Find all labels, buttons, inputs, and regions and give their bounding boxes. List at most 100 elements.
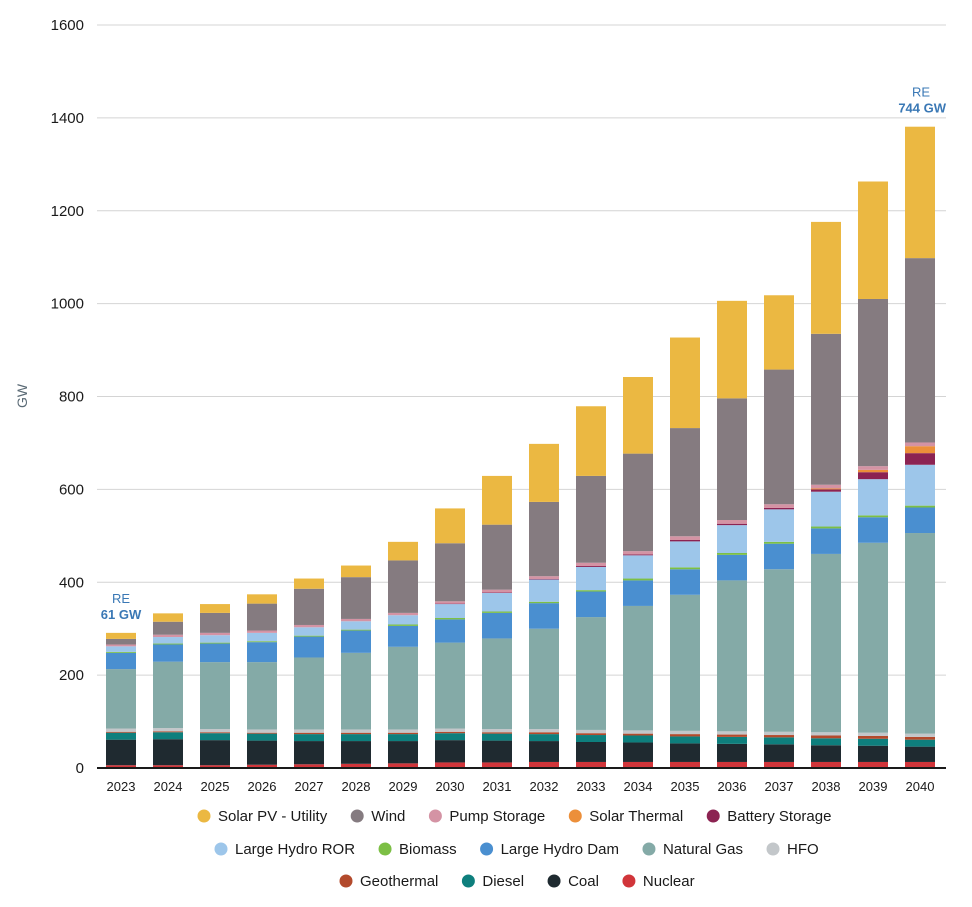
bar-battery-storage-2033 xyxy=(576,566,606,567)
y-tick-label: 1200 xyxy=(51,203,84,220)
legend-marker xyxy=(198,810,211,823)
legend-item-natural-gas: Natural Gas xyxy=(642,841,743,858)
bar-natural-gas-2028 xyxy=(341,653,371,730)
bar-natural-gas-2031 xyxy=(482,638,512,729)
bar-solar-pv-utility-2039 xyxy=(858,181,888,298)
bar-hfo-2030 xyxy=(435,729,465,732)
legend-item-solar-thermal: Solar Thermal xyxy=(569,808,683,825)
legend-label: Nuclear xyxy=(643,873,695,890)
x-tick-label: 2038 xyxy=(812,779,841,794)
bar-pump-storage-2039 xyxy=(858,466,888,470)
bar-biomass-2033 xyxy=(576,590,606,591)
bar-pump-storage-2024 xyxy=(153,635,183,637)
bar-pump-storage-2028 xyxy=(341,619,371,621)
bar-coal-2029 xyxy=(388,741,418,763)
x-tick-label: 2033 xyxy=(577,779,606,794)
legend-label: Biomass xyxy=(399,841,457,858)
legend-label: Large Hydro ROR xyxy=(235,841,355,858)
y-tick-label: 0 xyxy=(76,760,84,777)
legend-marker xyxy=(462,875,475,888)
annotation-value: 744 GW xyxy=(898,101,946,116)
bar-biomass-2027 xyxy=(294,636,324,637)
y-tick-label: 1600 xyxy=(51,17,84,34)
bar-geothermal-2026 xyxy=(247,733,277,734)
x-tick-label: 2028 xyxy=(342,779,371,794)
bar-pump-storage-2035 xyxy=(670,536,700,540)
bar-diesel-2027 xyxy=(294,734,324,741)
bar-biomass-2039 xyxy=(858,515,888,517)
bar-solar-pv-utility-2024 xyxy=(153,613,183,621)
bar-solar-pv-utility-2030 xyxy=(435,508,465,543)
bar-wind-2035 xyxy=(670,428,700,536)
bar-hfo-2037 xyxy=(764,732,794,735)
legend-item-diesel: Diesel xyxy=(462,873,524,890)
bar-coal-2030 xyxy=(435,740,465,762)
bar-natural-gas-2037 xyxy=(764,569,794,732)
bar-solar-pv-utility-2037 xyxy=(764,295,794,369)
bar-large-hydro-dam-2030 xyxy=(435,619,465,642)
bar-geothermal-2025 xyxy=(200,732,230,733)
bar-pump-storage-2030 xyxy=(435,601,465,603)
bar-pump-storage-2040 xyxy=(905,442,935,446)
bar-natural-gas-2023 xyxy=(106,669,136,728)
bar-biomass-2029 xyxy=(388,625,418,626)
bar-battery-storage-2038 xyxy=(811,489,841,491)
legend-marker xyxy=(569,810,582,823)
bar-solar-pv-utility-2027 xyxy=(294,579,324,589)
legend-marker xyxy=(548,875,561,888)
bar-hfo-2027 xyxy=(294,729,324,732)
bar-large-hydro-dam-2039 xyxy=(858,517,888,543)
bar-large-hydro-dam-2033 xyxy=(576,592,606,618)
bar-wind-2025 xyxy=(200,613,230,633)
bars xyxy=(97,127,946,768)
bar-large-hydro-dam-2026 xyxy=(247,642,277,662)
bar-natural-gas-2035 xyxy=(670,595,700,731)
bar-geothermal-2039 xyxy=(858,736,888,739)
bar-large-hydro-ror-2025 xyxy=(200,635,230,642)
bar-solar-thermal-2040 xyxy=(905,446,935,453)
bar-large-hydro-dam-2034 xyxy=(623,580,653,606)
legend-item-coal: Coal xyxy=(548,873,599,890)
bar-diesel-2030 xyxy=(435,733,465,740)
bar-large-hydro-ror-2029 xyxy=(388,615,418,624)
x-tick-label: 2040 xyxy=(906,779,935,794)
bar-hfo-2036 xyxy=(717,731,747,734)
bar-pump-storage-2033 xyxy=(576,563,606,566)
bar-large-hydro-ror-2026 xyxy=(247,633,277,641)
bar-large-hydro-ror-2028 xyxy=(341,621,371,629)
bar-biomass-2023 xyxy=(106,652,136,653)
bar-geothermal-2038 xyxy=(811,735,841,738)
bar-solar-pv-utility-2023 xyxy=(106,633,136,639)
bar-solar-pv-utility-2036 xyxy=(717,301,747,399)
legend-item-pump-storage: Pump Storage xyxy=(429,808,545,825)
bar-solar-thermal-2039 xyxy=(858,470,888,472)
legend-label: Wind xyxy=(371,808,405,825)
annotation-label: RE xyxy=(112,591,130,606)
bar-coal-2038 xyxy=(811,745,841,762)
y-tick-label: 200 xyxy=(59,667,84,684)
bar-large-hydro-ror-2036 xyxy=(717,525,747,553)
bar-large-hydro-ror-2032 xyxy=(529,579,559,601)
bar-hfo-2025 xyxy=(200,729,230,732)
y-tick-label: 1000 xyxy=(51,296,84,313)
x-tick-label: 2030 xyxy=(436,779,465,794)
x-tick-label: 2023 xyxy=(107,779,136,794)
x-tick-label: 2034 xyxy=(624,779,653,794)
legend-item-large-hydro-dam: Large Hydro Dam xyxy=(480,841,619,858)
bar-wind-2036 xyxy=(717,398,747,520)
bar-wind-2038 xyxy=(811,334,841,485)
bar-hfo-2035 xyxy=(670,731,700,734)
bar-solar-thermal-2038 xyxy=(811,488,841,489)
bar-coal-2027 xyxy=(294,741,324,764)
bar-geothermal-2023 xyxy=(106,732,136,733)
bar-large-hydro-dam-2037 xyxy=(764,544,794,570)
bar-hfo-2026 xyxy=(247,729,277,732)
y-tick-label: 600 xyxy=(59,481,84,498)
bar-large-hydro-ror-2037 xyxy=(764,509,794,542)
legend-label: Diesel xyxy=(482,873,524,890)
bar-wind-2030 xyxy=(435,543,465,601)
bar-coal-2024 xyxy=(153,739,183,765)
bar-hfo-2031 xyxy=(482,729,512,732)
